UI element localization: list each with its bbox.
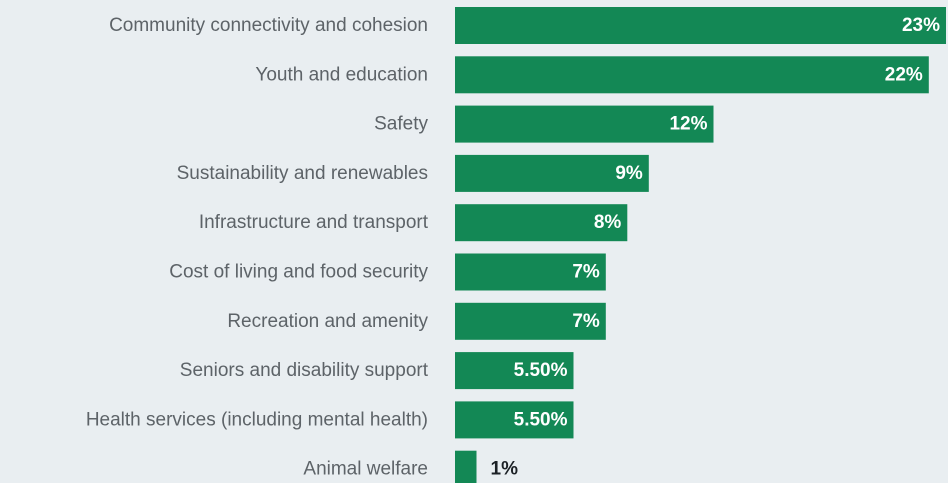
bar: [455, 154, 649, 192]
category-label: Sustainability and renewables: [177, 163, 428, 184]
category-label: Health services (including mental health…: [86, 409, 428, 430]
category-label: Infrastructure and transport: [199, 212, 429, 233]
value-label: 7%: [572, 262, 600, 283]
value-label: 8%: [594, 212, 622, 233]
category-label: Cost of living and food security: [169, 262, 428, 283]
value-label: 12%: [669, 114, 707, 135]
value-label: 5.50%: [514, 409, 568, 430]
category-label: Recreation and amenity: [227, 311, 428, 332]
category-label: Animal welfare: [303, 459, 428, 480]
bar: [455, 352, 574, 390]
value-label: 7%: [572, 311, 600, 332]
value-label: 23%: [902, 15, 940, 36]
category-label: Safety: [374, 114, 428, 135]
category-label: Youth and education: [255, 64, 428, 85]
value-label: 9%: [615, 163, 643, 184]
bar: [455, 56, 929, 94]
bar: [455, 253, 606, 291]
category-labels-group: Community connectivity and cohesion Youth…: [86, 15, 429, 480]
value-label: 5.50%: [514, 360, 568, 381]
bar: [455, 450, 477, 483]
bar: [455, 7, 946, 44]
bar: [455, 302, 606, 340]
category-label: Community connectivity and cohesion: [109, 15, 428, 36]
bar: [455, 105, 714, 143]
bar: [455, 401, 574, 439]
bar: [455, 204, 628, 242]
value-labels-group: 23% 22% 12% 9% 8% 7% 7% 5.50% 5.50% 1%: [491, 15, 941, 480]
category-label: Seniors and disability support: [180, 360, 429, 381]
value-label: 1%: [491, 459, 519, 480]
bars-group: [455, 7, 946, 483]
value-label: 22%: [885, 64, 923, 85]
